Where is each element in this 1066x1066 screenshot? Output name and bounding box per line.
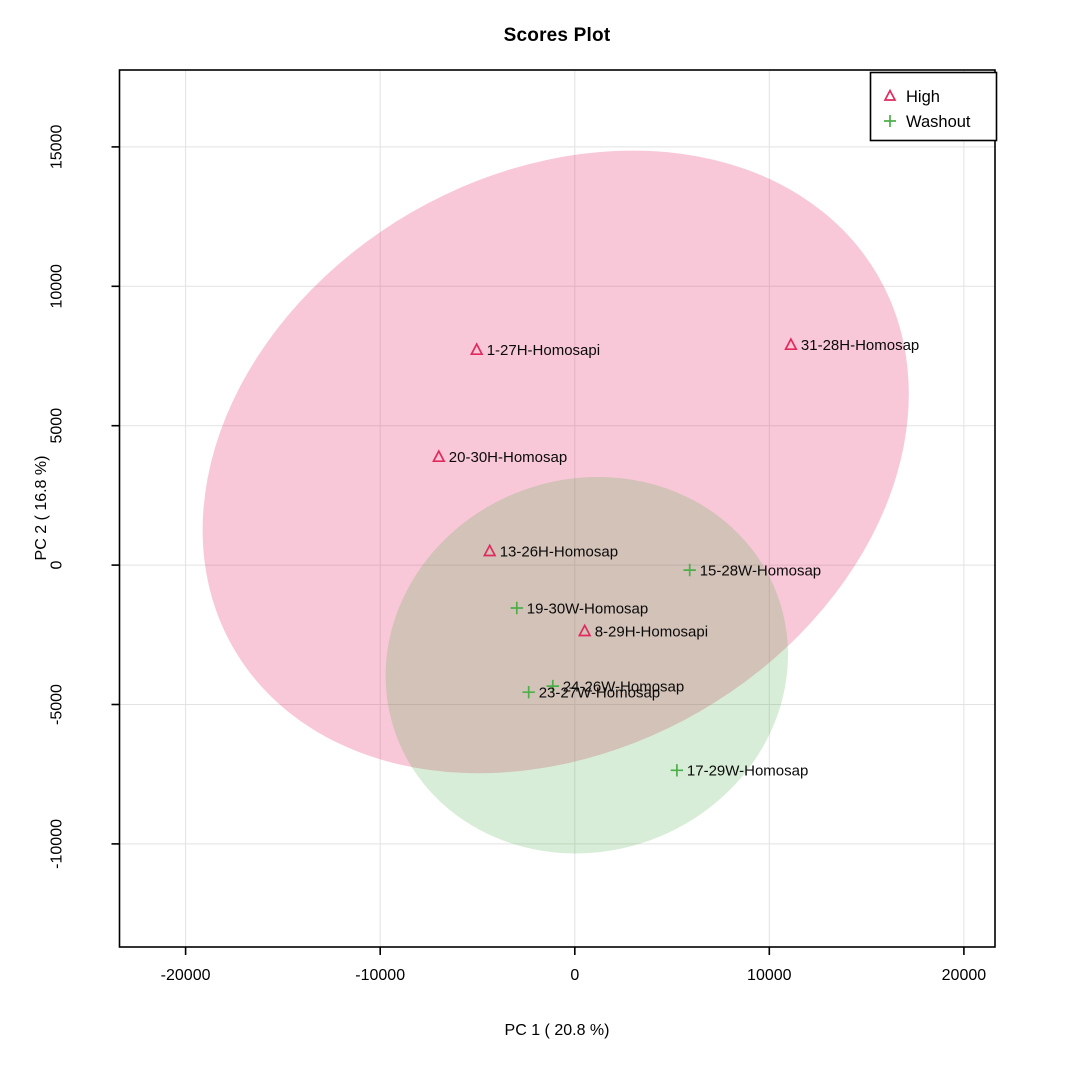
- plus-marker-icon: [670, 764, 684, 777]
- point-label: 31-28H-Homosap: [801, 337, 919, 354]
- point-label: 15-28W-Homosap: [700, 562, 821, 579]
- figure-title: Scores Plot: [503, 25, 611, 46]
- x-axis-tick-label: 20000: [942, 967, 987, 984]
- plot-border: [118, 69, 996, 948]
- point-label: 13-26H-Homosap: [500, 543, 618, 560]
- triangle-marker-icon: [469, 342, 484, 356]
- y-axis-tick-label: 10000: [49, 264, 66, 309]
- point-label: 20-30H-Homosap: [449, 449, 567, 466]
- triangle-marker-icon: [784, 337, 798, 351]
- point-label: 8-29H-Homosapi: [595, 623, 708, 640]
- y-axis-tick-label: 0: [49, 561, 66, 570]
- point-label: 23-27W-Homosap: [539, 684, 660, 701]
- confidence-ellipse-washout: [385, 476, 788, 854]
- x-axis-title: PC 1 ( 20.8 %): [504, 1022, 610, 1039]
- point-label: 19-30W-Homosap: [527, 600, 648, 617]
- y-axis-tick-label: 5000: [49, 408, 66, 444]
- point-label: 1-27H-Homosapi: [487, 342, 600, 359]
- legend-triangle-marker-icon: [883, 88, 897, 101]
- legend-label: Washout: [906, 113, 971, 131]
- y-axis-tick-label: 15000: [49, 125, 66, 170]
- legend-item-washout: Washout: [884, 113, 971, 131]
- legend-border: [869, 71, 998, 142]
- plus-marker-icon: [683, 563, 696, 577]
- x-axis-tick-label: -10000: [355, 967, 405, 984]
- triangle-marker-icon: [432, 449, 446, 463]
- x-axis-tick-label: -20000: [161, 967, 211, 984]
- triangle-marker-icon: [577, 623, 592, 637]
- point-label: 24-26W-Homosap: [563, 678, 684, 695]
- legend-label: High: [906, 88, 940, 106]
- triangle-marker-icon: [482, 543, 497, 557]
- x-axis-tick-label: 0: [570, 967, 579, 984]
- plus-marker-icon: [510, 601, 523, 615]
- plus-marker-icon: [522, 686, 535, 699]
- y-axis-title: PC 2 ( 16.8 %): [33, 455, 50, 561]
- point-label: 17-29W-Homosap: [687, 763, 808, 780]
- x-axis-tick-label: 10000: [747, 967, 792, 984]
- legend-item-high: High: [883, 88, 940, 106]
- y-axis-tick-label: -5000: [49, 684, 66, 725]
- confidence-ellipse-high: [202, 150, 909, 774]
- legend-box: High Washout: [869, 71, 998, 142]
- plus-marker-icon: [546, 679, 559, 693]
- legend-plus-marker-icon: [884, 115, 896, 127]
- y-axis-tick-label: -10000: [49, 819, 66, 869]
